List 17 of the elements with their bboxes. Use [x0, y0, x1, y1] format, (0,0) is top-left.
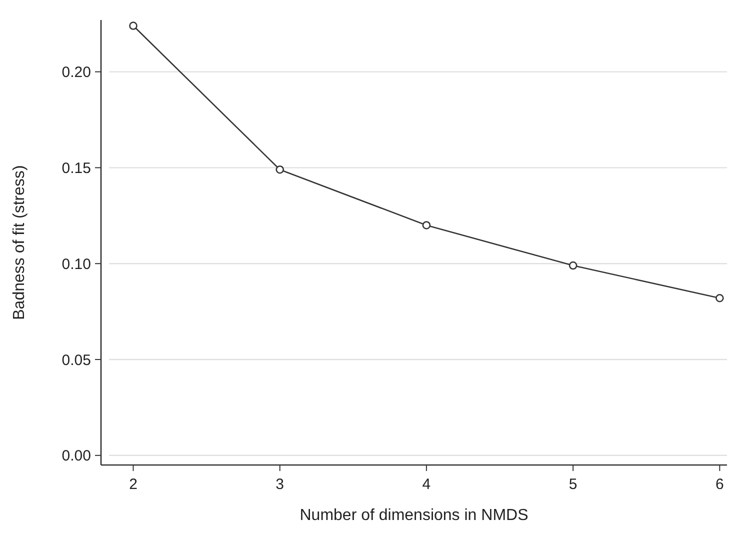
x-tick-label: 5 [568, 476, 578, 493]
y-axis-title: Badness of fit (stress) [11, 165, 28, 320]
x-tick-label: 2 [129, 476, 138, 493]
point [716, 294, 724, 302]
point [568, 261, 578, 270]
point [276, 165, 284, 174]
x-tick-label: 6 [716, 476, 724, 493]
y-tick-label: 0.10 [62, 256, 91, 273]
x-axis-title: Number of dimensions in NMDS [300, 507, 528, 524]
y-tick-label: 0.05 [62, 352, 91, 369]
point [422, 221, 431, 230]
point [129, 22, 138, 30]
x-tick-label: 3 [276, 476, 284, 493]
y-tick-label: 0.00 [62, 448, 91, 465]
y-tick-label: 0.15 [62, 160, 91, 177]
x-tick-label: 4 [422, 476, 431, 493]
y-tick-label: 0.20 [62, 64, 91, 82]
